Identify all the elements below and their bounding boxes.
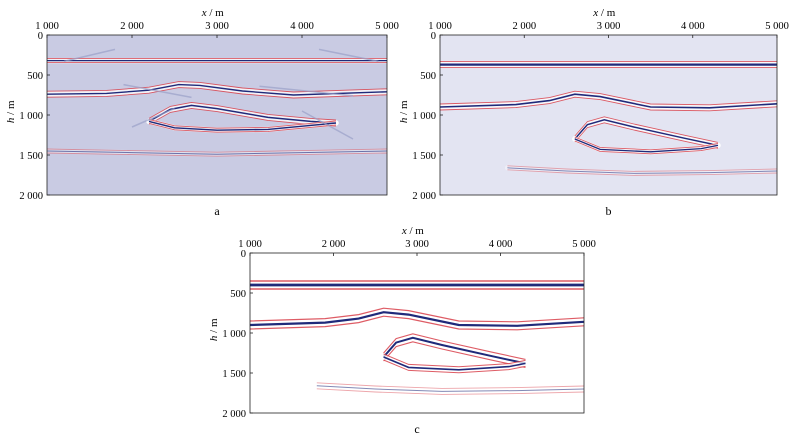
x-axis-label: x / m	[201, 7, 224, 19]
x-tick-label: 1 000	[35, 21, 59, 32]
x-tick-label: 1 000	[428, 21, 452, 32]
y-axis-label: h / m	[5, 100, 17, 123]
reflector-bottom	[504, 165, 780, 176]
y-tick-label: 1 000	[412, 111, 436, 122]
x-axis-label: x / m	[401, 225, 424, 237]
x-tick-label: 3 000	[405, 239, 429, 250]
x-tick-label: 1 000	[238, 239, 262, 250]
ghost-artifact	[301, 110, 354, 140]
y-tick-label: 2 000	[19, 191, 43, 202]
y-tick-label: 1 500	[19, 151, 43, 162]
y-tick-label: 1 500	[222, 369, 246, 380]
reflector-top	[246, 280, 588, 290]
panel-label: c	[414, 422, 419, 436]
reflector-dome	[246, 307, 588, 331]
y-tick-label: 2 000	[412, 191, 436, 202]
reflector-dome	[437, 90, 780, 112]
reflector-lens-top	[572, 116, 721, 149]
reflector-dome	[44, 81, 390, 99]
x-tick-label: 5 000	[572, 239, 596, 250]
y-tick-label: 1 500	[412, 151, 436, 162]
x-tick-label: 2 000	[322, 239, 346, 250]
y-tick-label: 1 000	[19, 111, 43, 122]
y-tick-label: 2 000	[222, 409, 246, 420]
x-axis-label: x / m	[592, 7, 615, 19]
reflector-lens-bottom	[572, 136, 721, 155]
reflector-top	[436, 61, 781, 69]
reflector-bottom	[314, 382, 587, 395]
x-tick-label: 4 000	[489, 239, 513, 250]
reflector-lens-top	[380, 333, 529, 368]
ghost-artifact	[131, 107, 175, 128]
ghost-artifact	[123, 83, 192, 99]
y-axis-label: h / m	[398, 100, 410, 123]
plot-area	[250, 253, 584, 413]
reflector-top	[44, 58, 390, 64]
x-tick-label: 5 000	[765, 21, 789, 32]
panel-label: a	[214, 204, 220, 218]
y-tick-label: 500	[230, 289, 246, 300]
y-tick-label: 0	[38, 31, 43, 42]
x-tick-label: 3 000	[597, 21, 621, 32]
reflector-lens-bottom	[380, 353, 529, 374]
panel-label: b	[606, 204, 612, 218]
y-tick-label: 500	[27, 71, 43, 82]
reflector-bottom	[44, 148, 390, 157]
y-tick-label: 500	[420, 71, 436, 82]
y-axis-label: h / m	[208, 318, 220, 341]
ghost-artifact	[318, 48, 379, 63]
x-tick-label: 5 000	[375, 21, 399, 32]
ghost-artifact	[259, 85, 354, 97]
panel-b: 1 000 2 000 3 000 4 000 5 000 x / m 0 500 1 000 1…	[398, 7, 789, 218]
x-tick-label: 4 000	[681, 21, 705, 32]
ghost-artifact	[63, 48, 116, 63]
y-tick-label: 1 000	[222, 329, 246, 340]
x-tick-label: 3 000	[205, 21, 229, 32]
x-tick-label: 2 000	[120, 21, 144, 32]
x-tick-label: 4 000	[290, 21, 314, 32]
reflector-lens-bottom	[146, 118, 339, 133]
y-tick-label: 0	[431, 31, 436, 42]
panel-c: 1 000 2 000 3 000 4 000 5 000 x / m 0 500 1 000 1…	[208, 225, 596, 436]
y-tick-label: 0	[241, 249, 246, 260]
x-tick-label: 2 000	[512, 21, 536, 32]
panel-a: 1 000 2 000 3 000 4 000 5 000 x / m 0 500 1 000 1…	[5, 7, 399, 218]
